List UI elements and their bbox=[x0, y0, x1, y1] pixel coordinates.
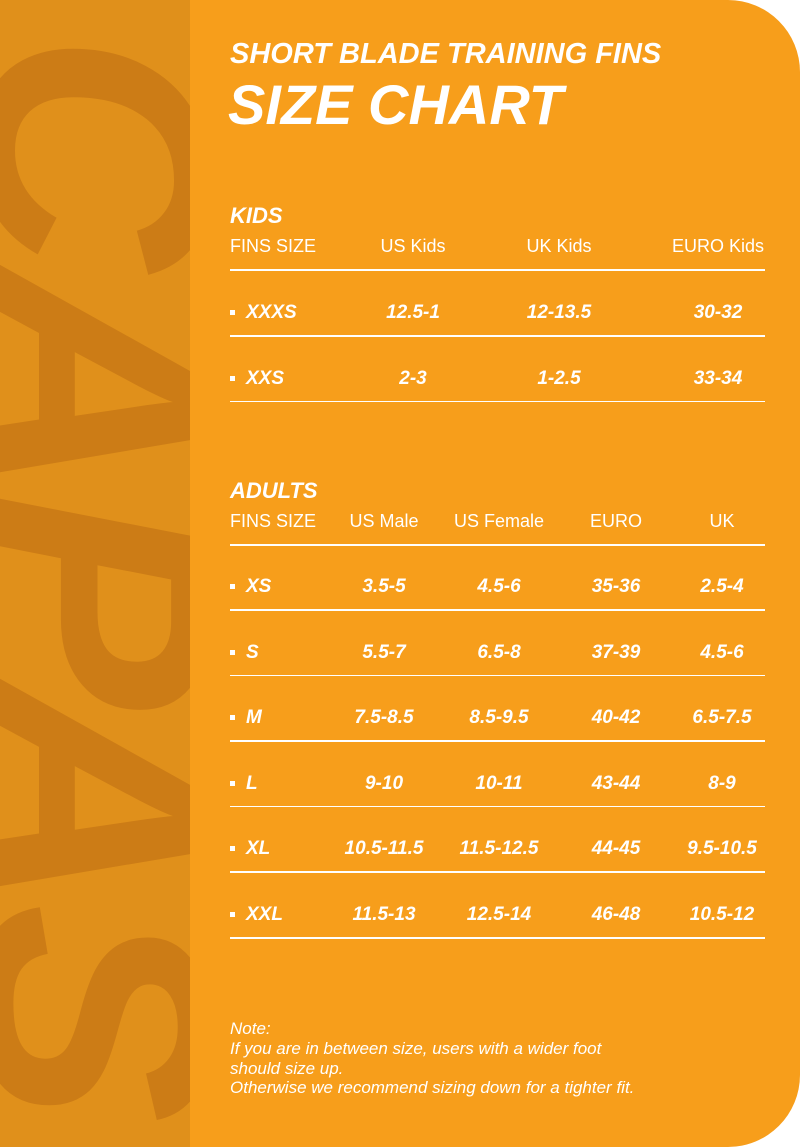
note-line: should size up. bbox=[230, 1058, 344, 1078]
size-value: 9-10 bbox=[364, 772, 404, 794]
size-value: 2-3 bbox=[399, 367, 427, 389]
note-label: Note: bbox=[230, 1019, 271, 1038]
size-value: 1-2.5 bbox=[537, 367, 581, 389]
size-value: 10.5-11.5 bbox=[344, 838, 424, 860]
size-value: 6.5-8 bbox=[477, 641, 521, 663]
size-value: 46-48 bbox=[591, 904, 641, 925]
fin-size: XXS bbox=[230, 368, 284, 390]
column-header: EURO bbox=[589, 511, 643, 531]
column-header: US Kids bbox=[380, 236, 446, 256]
section-title: ADULTS bbox=[230, 478, 318, 503]
divider bbox=[230, 609, 765, 611]
size-value: 10.5-12 bbox=[689, 904, 755, 925]
size-value: 37-39 bbox=[591, 641, 641, 663]
divider bbox=[230, 674, 765, 677]
divider bbox=[230, 544, 765, 546]
size-value: 5.5-7 bbox=[362, 641, 406, 663]
column-header: US Male bbox=[349, 511, 419, 531]
size-value: 12.5-14 bbox=[466, 904, 532, 925]
column-header: FINS SIZE bbox=[230, 511, 317, 531]
size-value: 10-11 bbox=[475, 772, 523, 794]
size-value: 8.5-9.5 bbox=[469, 707, 529, 729]
size-value: 2.5-4 bbox=[700, 576, 744, 597]
note-line: Otherwise we recommend sizing down for a… bbox=[230, 1078, 635, 1097]
section-title: KIDS bbox=[230, 203, 283, 228]
size-value: 35-36 bbox=[591, 576, 641, 597]
side-strip: CAPAS bbox=[0, 0, 190, 1147]
size-value: 4.5-6 bbox=[700, 641, 744, 663]
size-value: 12-13.5 bbox=[526, 302, 592, 323]
fin-size: XXL bbox=[230, 904, 283, 926]
size-value: 30-32 bbox=[693, 302, 743, 323]
column-header: US Female bbox=[453, 511, 545, 531]
subtitle: SHORT BLADE TRAINING FINS bbox=[230, 38, 662, 70]
divider bbox=[230, 740, 765, 742]
brand-watermark: CAPAS bbox=[0, 32, 190, 1114]
divider bbox=[230, 937, 765, 939]
divider bbox=[230, 335, 765, 337]
size-value: 11.5-12.5 bbox=[459, 838, 539, 860]
size-value: 11.5-13 bbox=[352, 904, 416, 925]
column-header: UK Kids bbox=[526, 236, 592, 256]
size-value: 7.5-8.5 bbox=[354, 707, 414, 729]
column-header: FINS SIZE bbox=[230, 236, 317, 256]
divider bbox=[230, 400, 765, 403]
size-value: 44-45 bbox=[591, 838, 641, 860]
fin-size: S bbox=[230, 642, 259, 664]
divider bbox=[230, 269, 765, 271]
size-value: 6.5-7.5 bbox=[692, 707, 752, 729]
size-value: 33-34 bbox=[693, 367, 743, 389]
fin-size: XS bbox=[230, 576, 271, 598]
column-header: UK bbox=[709, 511, 735, 531]
divider bbox=[230, 805, 765, 808]
fin-size: M bbox=[230, 707, 262, 729]
fin-size: XL bbox=[230, 838, 270, 860]
note-line: If you are in between size, users with a… bbox=[230, 1039, 602, 1058]
title: SIZE CHART bbox=[228, 73, 563, 136]
size-value: 40-42 bbox=[591, 707, 641, 729]
size-value: 3.5-5 bbox=[362, 576, 406, 597]
fin-size: XXXS bbox=[230, 302, 297, 324]
size-value: 8-9 bbox=[708, 772, 736, 794]
size-value: 43-44 bbox=[591, 772, 641, 794]
divider bbox=[230, 871, 765, 873]
size-value: 12.5-1 bbox=[386, 302, 440, 323]
fin-size: L bbox=[230, 773, 258, 795]
size-value: 9.5-10.5 bbox=[687, 838, 757, 860]
size-value: 4.5-6 bbox=[477, 576, 521, 597]
column-header: EURO Kids bbox=[671, 236, 765, 256]
